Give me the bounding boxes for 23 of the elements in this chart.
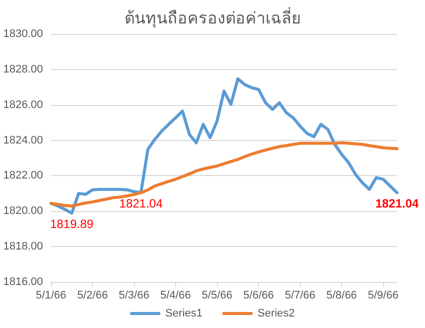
y-tick-label: 1826.00	[3, 98, 43, 111]
data-label: 1821.04	[119, 196, 163, 211]
y-tick-label: 1818.00	[3, 240, 43, 253]
chart-title: ต้นทุนถือครองต่อค่าเฉลี่ย	[124, 6, 300, 28]
legend-label: Series1	[165, 308, 202, 320]
y-tick-label: 1828.00	[3, 63, 43, 76]
x-tick-label: 5/8/66	[326, 290, 357, 302]
x-tick-label: 5/9/66	[368, 290, 398, 302]
y-tick-label: 1816.00	[3, 276, 43, 288]
y-tick-label: 1830.00	[3, 28, 43, 40]
x-tick-label: 5/3/66	[118, 290, 150, 302]
legend-label: Series2	[258, 308, 295, 320]
x-tick-label: 5/4/66	[160, 290, 191, 302]
y-tick-label: 1824.00	[3, 134, 43, 146]
y-tick-label: 1822.00	[3, 170, 43, 182]
x-tick-label: 5/7/66	[284, 290, 316, 302]
x-tick-label: 5/6/66	[243, 290, 274, 302]
x-tick-label: 5/2/66	[77, 290, 108, 302]
y-tick-label: 1820.00	[3, 205, 43, 218]
data-label: 1819.89	[50, 217, 94, 232]
x-tick-label: 5/1/66	[36, 290, 66, 302]
data-label: 1821.04	[375, 196, 420, 211]
x-tick-label: 5/5/66	[202, 290, 232, 302]
